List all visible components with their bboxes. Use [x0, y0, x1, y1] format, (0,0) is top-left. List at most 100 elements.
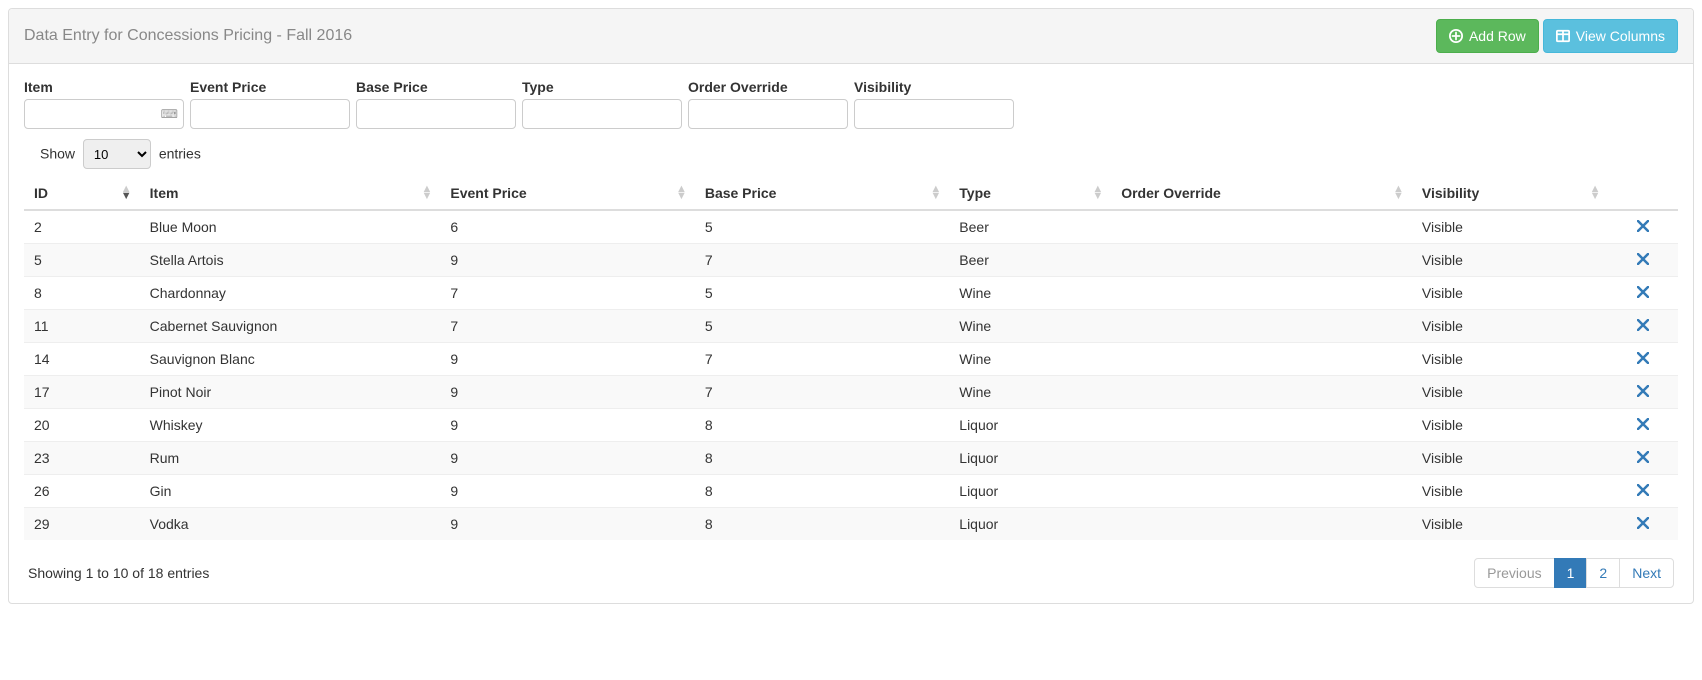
data-table: ID ▲▼ Item ▲▼ Event Price ▲▼ Base Price … [24, 177, 1678, 540]
delete-row-button[interactable] [1609, 409, 1678, 442]
table-row[interactable]: 14Sauvignon Blanc97WineVisible [24, 343, 1678, 376]
filter-input-item[interactable] [24, 99, 184, 129]
cell-base_price: 7 [695, 343, 949, 376]
filter-input-event_price[interactable] [190, 99, 350, 129]
cell-order_override [1111, 508, 1412, 541]
length-prefix: Show [40, 146, 75, 162]
cell-item: Sauvignon Blanc [140, 343, 441, 376]
table-footer: Showing 1 to 10 of 18 entries Previous12… [24, 558, 1678, 588]
cell-id: 29 [24, 508, 140, 541]
sort-icon: ▲▼ [676, 186, 687, 200]
delete-row-button[interactable] [1609, 343, 1678, 376]
column-header-type[interactable]: Type ▲▼ [949, 177, 1111, 210]
sort-icon: ▲▼ [421, 186, 432, 200]
cell-order_override [1111, 475, 1412, 508]
cell-base_price: 8 [695, 409, 949, 442]
close-icon [1637, 418, 1649, 430]
filter-label-type: Type [522, 79, 682, 95]
filter-row: Item⌨Event PriceBase PriceTypeOrder Over… [24, 79, 1678, 135]
filter-input-base_price[interactable] [356, 99, 516, 129]
cell-base_price: 5 [695, 210, 949, 244]
cell-type: Liquor [949, 442, 1111, 475]
cell-order_override [1111, 277, 1412, 310]
cell-id: 11 [24, 310, 140, 343]
cell-visibility: Visible [1412, 376, 1609, 409]
view-columns-label: View Columns [1576, 26, 1665, 46]
table-row[interactable]: 11Cabernet Sauvignon75WineVisible [24, 310, 1678, 343]
data-entry-panel: Data Entry for Concessions Pricing - Fal… [8, 8, 1694, 604]
cell-event_price: 9 [440, 244, 694, 277]
delete-row-button[interactable] [1609, 376, 1678, 409]
pagination: Previous12Next [1475, 558, 1674, 588]
delete-row-button[interactable] [1609, 310, 1678, 343]
add-row-button[interactable]: Add Row [1436, 19, 1539, 53]
sort-icon: ▲▼ [121, 186, 132, 200]
filter-input-type[interactable] [522, 99, 682, 129]
cell-order_override [1111, 376, 1412, 409]
length-suffix: entries [159, 146, 201, 162]
cell-id: 23 [24, 442, 140, 475]
column-header-visibility[interactable]: Visibility ▲▼ [1412, 177, 1609, 210]
delete-row-button[interactable] [1609, 210, 1678, 244]
table-row[interactable]: 29Vodka98LiquorVisible [24, 508, 1678, 541]
cell-order_override [1111, 442, 1412, 475]
pagination-page-2[interactable]: 2 [1586, 558, 1620, 588]
filter-order_override: Order Override [688, 79, 848, 129]
filter-input-order_override[interactable] [688, 99, 848, 129]
table-row[interactable]: 17Pinot Noir97WineVisible [24, 376, 1678, 409]
table-row[interactable]: 2Blue Moon65BeerVisible [24, 210, 1678, 244]
view-columns-button[interactable]: View Columns [1543, 19, 1678, 53]
cell-base_price: 5 [695, 277, 949, 310]
showing-entries-info: Showing 1 to 10 of 18 entries [28, 565, 209, 581]
column-header-item[interactable]: Item ▲▼ [140, 177, 441, 210]
delete-row-button[interactable] [1609, 442, 1678, 475]
filter-label-item: Item [24, 79, 184, 95]
cell-base_price: 8 [695, 508, 949, 541]
column-header-id-label: ID [34, 185, 48, 201]
column-header-order-override-label: Order Override [1121, 185, 1221, 201]
table-row[interactable]: 23Rum98LiquorVisible [24, 442, 1678, 475]
filter-label-visibility: Visibility [854, 79, 1014, 95]
close-icon [1637, 286, 1649, 298]
column-header-base-price-label: Base Price [705, 185, 777, 201]
filter-type: Type [522, 79, 682, 129]
cell-event_price: 9 [440, 475, 694, 508]
cell-item: Stella Artois [140, 244, 441, 277]
delete-row-button[interactable] [1609, 277, 1678, 310]
cell-id: 2 [24, 210, 140, 244]
delete-row-button[interactable] [1609, 475, 1678, 508]
cell-visibility: Visible [1412, 310, 1609, 343]
cell-type: Liquor [949, 475, 1111, 508]
sort-icon: ▲▼ [930, 186, 941, 200]
close-icon [1637, 484, 1649, 496]
filter-input-visibility[interactable] [854, 99, 1014, 129]
column-header-order-override[interactable]: Order Override ▲▼ [1111, 177, 1412, 210]
cell-order_override [1111, 244, 1412, 277]
cell-type: Wine [949, 343, 1111, 376]
filter-label-event_price: Event Price [190, 79, 350, 95]
cell-event_price: 7 [440, 310, 694, 343]
cell-base_price: 7 [695, 244, 949, 277]
entries-per-page-select[interactable]: 102550100 [83, 139, 151, 169]
cell-type: Beer [949, 210, 1111, 244]
column-header-base-price[interactable]: Base Price ▲▼ [695, 177, 949, 210]
close-icon [1637, 451, 1649, 463]
cell-item: Cabernet Sauvignon [140, 310, 441, 343]
delete-row-button[interactable] [1609, 244, 1678, 277]
column-header-id[interactable]: ID ▲▼ [24, 177, 140, 210]
add-row-label: Add Row [1469, 26, 1526, 46]
column-header-event-price[interactable]: Event Price ▲▼ [440, 177, 694, 210]
table-row[interactable]: 20Whiskey98LiquorVisible [24, 409, 1678, 442]
cell-id: 14 [24, 343, 140, 376]
cell-id: 5 [24, 244, 140, 277]
pagination-page-1[interactable]: 1 [1554, 558, 1588, 588]
delete-row-button[interactable] [1609, 508, 1678, 541]
cell-visibility: Visible [1412, 409, 1609, 442]
entries-length: Show 102550100 entries [40, 139, 1678, 169]
pagination-next[interactable]: Next [1619, 558, 1674, 588]
table-row[interactable]: 26Gin98LiquorVisible [24, 475, 1678, 508]
table-row[interactable]: 8Chardonnay75WineVisible [24, 277, 1678, 310]
table-row[interactable]: 5Stella Artois97BeerVisible [24, 244, 1678, 277]
cell-item: Pinot Noir [140, 376, 441, 409]
table-head: ID ▲▼ Item ▲▼ Event Price ▲▼ Base Price … [24, 177, 1678, 210]
